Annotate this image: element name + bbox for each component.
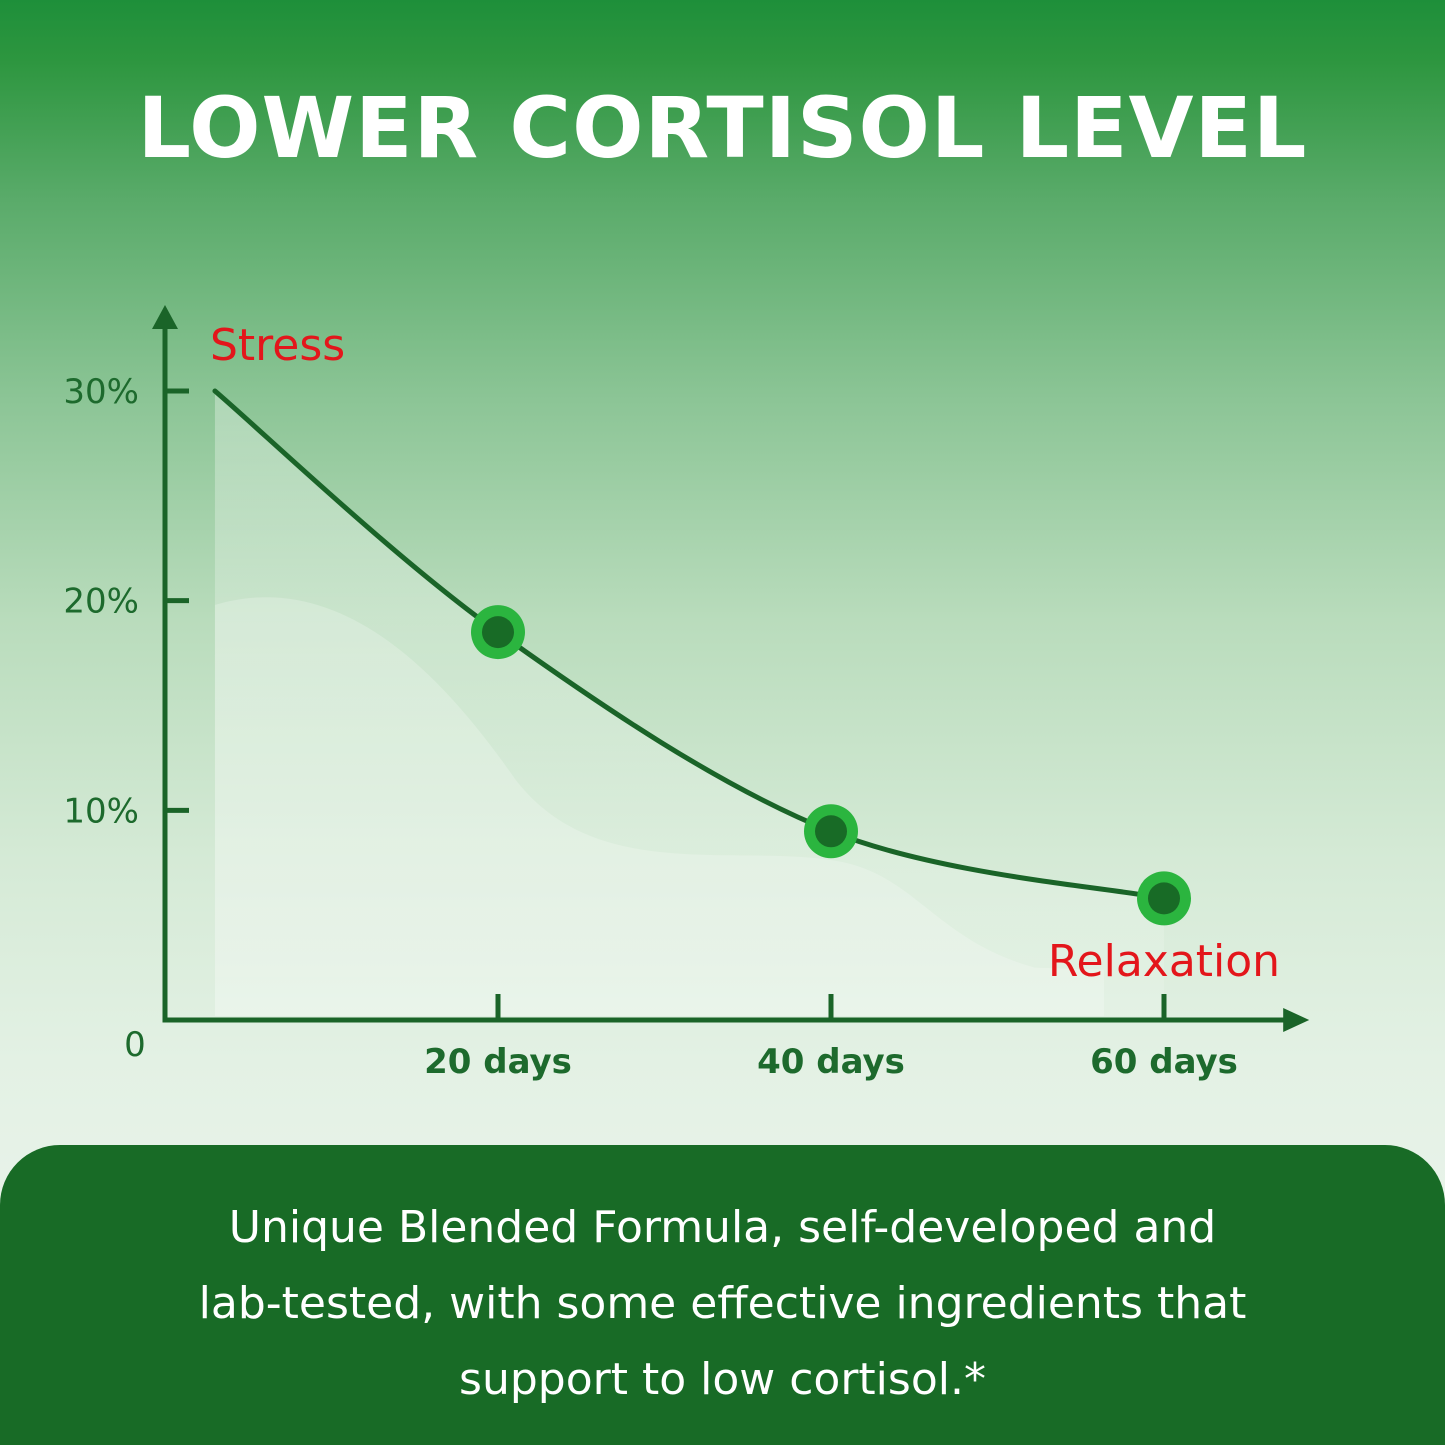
data-markers: [471, 605, 1191, 926]
y-tick-label: 30%: [63, 372, 139, 412]
y-axis-arrow-icon: [152, 305, 178, 329]
y-ticks: 30% 20% 10%: [63, 372, 189, 831]
data-point-marker-center: [482, 616, 514, 649]
footer-banner: Unique Blended Formula, self-developed a…: [0, 1145, 1445, 1445]
y-axis: [152, 305, 178, 1023]
footer-line-2: lab-tested, with some effective ingredie…: [198, 1278, 1247, 1329]
series-line: [212, 388, 1167, 901]
footer-line-1: Unique Blended Formula, self-developed a…: [228, 1202, 1217, 1253]
y-tick-label: 20%: [63, 582, 139, 622]
x-tick-label: 60 days: [1090, 1042, 1238, 1082]
annotation-relaxation: Relaxation: [1048, 936, 1280, 987]
origin-label: 0: [124, 1025, 146, 1065]
data-point-marker-center: [815, 815, 847, 848]
annotation-stress: Stress: [210, 320, 345, 371]
footer-text: Unique Blended Formula, self-developed a…: [90, 1190, 1355, 1418]
x-tick-label: 20 days: [424, 1042, 572, 1082]
x-ticks: 20 days 40 days 60 days: [424, 994, 1238, 1082]
area-fill: [214, 391, 1164, 1016]
x-axis: [162, 1008, 1310, 1032]
footer-line-3: support to low cortisol.*: [459, 1354, 986, 1405]
light-wave: [214, 597, 1104, 1016]
y-tick-label: 10%: [63, 791, 139, 831]
x-tick-label: 40 days: [757, 1042, 905, 1082]
page-title: LOWER CORTISOL LEVEL: [137, 79, 1308, 177]
data-point-marker-center: [1148, 882, 1180, 915]
x-axis-arrow-icon: [1283, 1008, 1310, 1032]
